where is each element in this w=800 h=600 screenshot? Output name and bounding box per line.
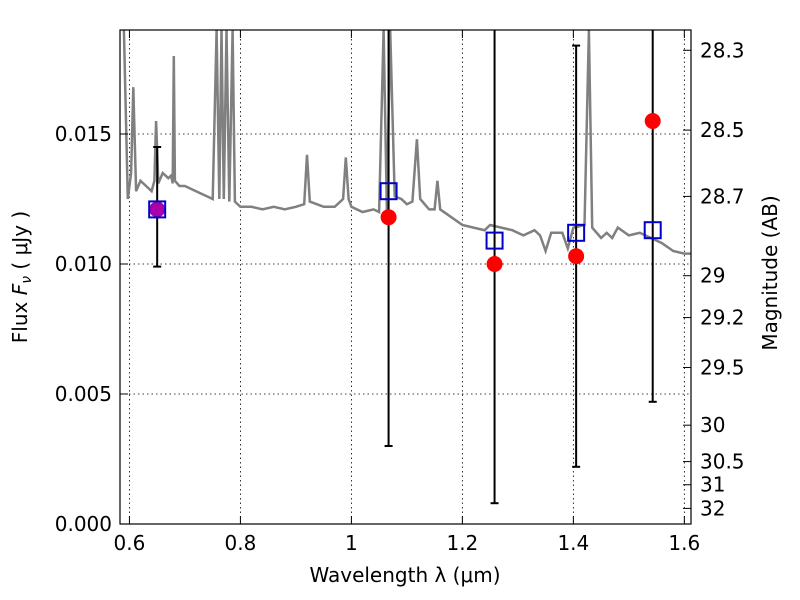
y-axis-right-title: Magnitude (AB) (758, 195, 782, 350)
x-tick-label: 1.6 (668, 531, 700, 555)
x-tick-label: 0.6 (114, 531, 146, 555)
x-tick-label: 1.2 (446, 531, 478, 555)
x-axis-title: Wavelength λ (μm) (309, 563, 500, 587)
model-photometry-points (148, 182, 662, 250)
plot-area (122, 30, 691, 505)
right-tick-label: 28.5 (700, 118, 745, 142)
x-tick-label: 0.8 (225, 531, 257, 555)
right-tick-label: 28.3 (700, 38, 745, 62)
plot-frame (119, 29, 692, 525)
right-tick-label: 31 (700, 473, 725, 497)
observed-point (568, 248, 585, 265)
y-tick-label: 0.005 (55, 382, 112, 406)
model-photometry-point (643, 221, 662, 240)
observed-points (149, 113, 661, 272)
model-photometry-point (485, 231, 504, 250)
flux-symbol: F (8, 283, 32, 295)
model-photometry-point (379, 182, 398, 201)
y-tick-label: 0.000 (55, 512, 112, 536)
flux-unit: ( μJy ) (8, 211, 32, 276)
flux-subscript: ν (19, 276, 35, 284)
right-tick-label: 29.5 (700, 355, 745, 379)
right-tick-label: 28.7 (700, 184, 745, 208)
observed-point (149, 201, 166, 218)
model-photometry-point (148, 200, 167, 219)
grid-lines (120, 30, 691, 524)
right-tick-label: 32 (700, 496, 725, 520)
observed-point (644, 113, 661, 129)
y-tick-label: 0.015 (55, 122, 112, 146)
x-axis: 0.6 0.8 1 1.2 1.4 1.6 (114, 30, 700, 555)
y-axis-left-title: Flux Fν ( μJy ) (8, 211, 35, 343)
right-tick-label: 30 (700, 413, 725, 437)
model-photometry-point (567, 223, 586, 242)
y-tick-label: 0.010 (55, 252, 112, 276)
right-tick-label: 29 (700, 264, 725, 288)
model-spectrum-line (122, 30, 691, 255)
y-axis-left: 0.000 0.005 0.010 0.015 (55, 122, 128, 536)
x-tick-label: 1 (345, 531, 358, 555)
right-tick-label: 29.2 (700, 306, 745, 330)
observed-point (380, 209, 397, 226)
x-tick-label: 1.4 (557, 531, 589, 555)
observed-point (486, 256, 503, 272)
right-tick-label: 30.5 (700, 450, 745, 474)
flux-label-text: Flux (8, 295, 32, 343)
